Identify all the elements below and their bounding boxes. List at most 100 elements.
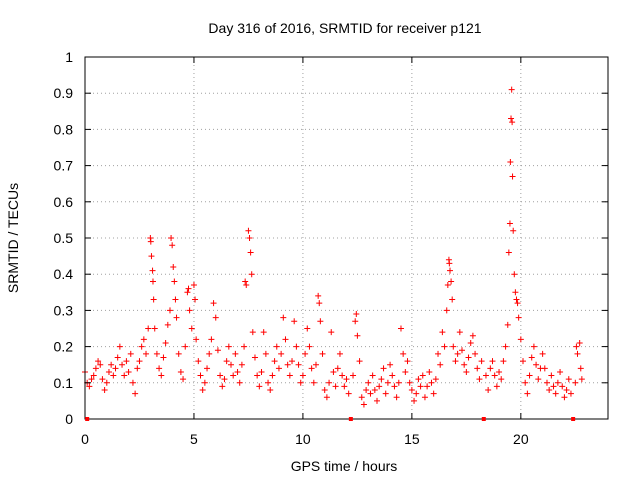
data-point [482,372,489,379]
data-point [382,390,389,397]
data-point [417,383,424,390]
data-point [493,383,500,390]
data-point [310,379,317,386]
data-point [509,119,516,126]
data-point [502,343,509,350]
data-point [530,343,537,350]
data-point [95,358,102,365]
data-point [97,361,104,368]
data-point [319,350,326,357]
data-point [315,292,322,299]
data-point [199,387,206,394]
zero-marker [348,417,353,421]
data-point [448,278,455,285]
data-point [162,339,169,346]
data-point [251,354,258,361]
y-tick-label: 0.4 [54,266,74,282]
data-point [267,387,274,394]
data-point [185,285,192,292]
data-point [156,365,163,372]
data-point [129,379,136,386]
data-point [539,350,546,357]
data-point [444,282,451,289]
data-point [345,390,352,397]
data-point [271,358,278,365]
data-point [153,350,160,357]
data-point [487,365,494,372]
data-point [223,358,230,365]
data-point [260,329,267,336]
data-point [360,401,367,408]
data-point [363,387,370,394]
data-point [456,329,463,336]
data-point [114,354,121,361]
x-axis-label: GPS time / hours [291,458,398,474]
data-point [577,365,584,372]
data-point [443,307,450,314]
data-point [408,387,415,394]
data-point [491,372,498,379]
data-point [297,379,304,386]
data-point [528,354,535,361]
data-point [572,379,579,386]
data-point [262,350,269,357]
data-point [293,343,300,350]
data-point [559,383,566,390]
data-point [341,383,348,390]
x-tick-label: 15 [404,431,420,447]
data-point [265,379,272,386]
chart-title: Day 316 of 2016, SRMTID for receiver p12… [208,20,481,36]
data-point [450,343,457,350]
data-point [533,361,540,368]
x-tick-label: 5 [190,431,198,447]
data-point [557,368,564,375]
data-point [358,394,365,401]
data-point [256,383,263,390]
data-point [132,390,139,397]
x-tick-label: 0 [81,431,89,447]
data-point [485,387,492,394]
data-point [447,267,454,274]
data-point [145,325,152,332]
data-point [508,86,515,93]
data-point [299,372,306,379]
data-point [474,365,481,372]
data-point [437,361,444,368]
data-point [439,329,446,336]
data-point [230,372,237,379]
data-point [507,158,514,165]
data-point [467,339,474,346]
data-point [280,314,287,321]
data-point [428,379,435,386]
data-point [173,314,180,321]
data-point [458,347,465,354]
data-point [212,314,219,321]
data-point [402,368,409,375]
data-point [446,260,453,267]
data-point [406,379,413,386]
data-point [400,350,407,357]
data-point [206,350,213,357]
data-point [140,336,147,343]
data-point [308,365,315,372]
data-point [302,350,309,357]
data-point [177,368,184,375]
data-point [210,300,217,307]
data-point [535,376,542,383]
data-point [186,307,193,314]
data-point [328,329,335,336]
zero-marker [85,417,90,421]
data-point [134,365,141,372]
data-point [182,343,189,350]
data-point [463,368,470,375]
data-point [517,336,524,343]
data-point [112,365,119,372]
data-point [413,390,420,397]
data-point [367,390,374,397]
data-point [175,350,182,357]
data-point [332,383,339,390]
data-point [465,354,472,361]
data-point [356,358,363,365]
data-point [526,372,533,379]
data-point [567,390,574,397]
